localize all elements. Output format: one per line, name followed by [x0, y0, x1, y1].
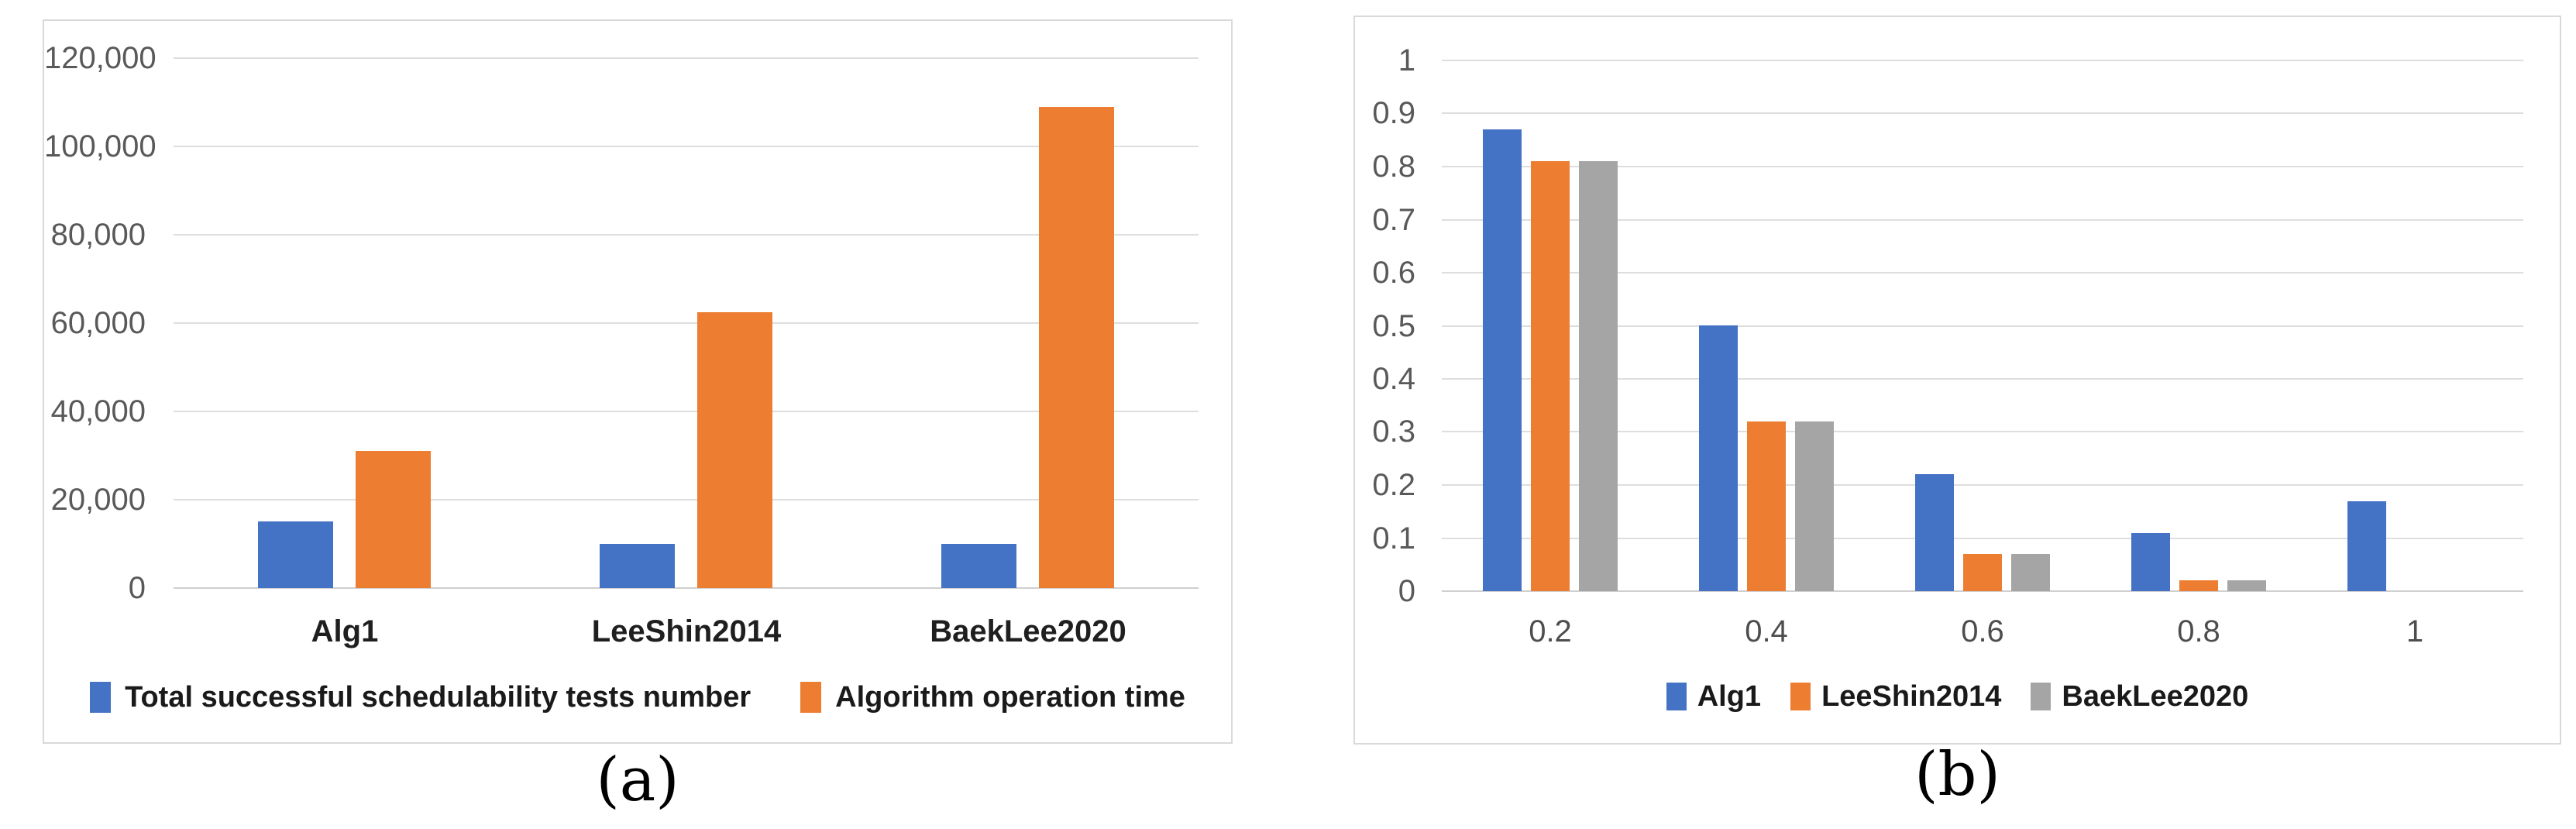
- gridline: [1442, 272, 2523, 273]
- bar: [2227, 580, 2266, 591]
- bar: [1699, 325, 1738, 591]
- x-category-label: Alg1: [311, 614, 379, 648]
- y-tick-label: 0.1: [1372, 521, 1415, 556]
- y-tick-label: 80,000: [50, 218, 146, 252]
- legend-label: LeeShin2014: [1821, 680, 2002, 713]
- x-category-label: 0.4: [1745, 614, 1788, 648]
- legend-marker: [90, 682, 112, 713]
- gridline: [1442, 60, 2523, 61]
- legend-marker: [2031, 683, 2052, 710]
- bar: [1963, 554, 2002, 591]
- bar: [1483, 129, 1522, 591]
- gridline: [1442, 484, 2523, 486]
- x-category-label: LeeShin2014: [591, 614, 782, 648]
- panel-chart-a: Total successful schedulability tests nu…: [43, 19, 1233, 744]
- bar: [1039, 107, 1114, 588]
- chart-a-plot-area: [174, 57, 1199, 589]
- gridline: [174, 322, 1199, 324]
- gridline: [1442, 219, 2523, 221]
- legend-item: Algorithm operation time: [800, 679, 1185, 715]
- y-tick-label: 20,000: [50, 483, 146, 517]
- bar: [1747, 421, 1786, 591]
- x-category-label: 0.2: [1529, 614, 1572, 648]
- legend-label: Algorithm operation time: [835, 681, 1185, 714]
- legend-item: Alg1: [1666, 679, 1761, 714]
- y-tick-label: 0.8: [1372, 150, 1415, 184]
- y-tick-label: 0: [1398, 574, 1415, 608]
- y-tick-label: 60,000: [50, 306, 146, 340]
- x-category-label: 1: [2406, 614, 2424, 648]
- gridline: [1442, 378, 2523, 380]
- y-tick-label: 0.7: [1372, 203, 1415, 237]
- y-tick-label: 40,000: [50, 394, 146, 428]
- bar: [941, 544, 1016, 588]
- chart-b-plot-area: [1442, 60, 2523, 592]
- bar: [1915, 474, 1954, 591]
- chart-a-legend: Total successful schedulability tests nu…: [44, 676, 1231, 719]
- y-tick-label: 1: [1398, 43, 1415, 77]
- bar: [1795, 421, 1834, 591]
- y-tick-label: 0.3: [1372, 414, 1415, 449]
- legend-label: Total successful schedulability tests nu…: [125, 681, 751, 714]
- bar: [258, 521, 333, 588]
- legend-marker: [1666, 683, 1687, 710]
- y-tick-label: 100,000: [44, 129, 156, 163]
- legend-label: Alg1: [1697, 680, 1762, 713]
- gridline: [174, 57, 1199, 59]
- y-tick-label: 0: [128, 571, 146, 605]
- caption-b: (b): [1914, 740, 2000, 810]
- gridline: [1442, 166, 2523, 167]
- panel-chart-b: Alg1 LeeShin2014 BaekLee2020 0 0.1 0.2 0.3 0.4…: [1353, 15, 2561, 745]
- x-category-label: BaekLee2020: [930, 614, 1126, 648]
- gridline: [1442, 590, 2523, 592]
- bar: [697, 312, 772, 588]
- y-tick-label: 0.9: [1372, 96, 1415, 130]
- bar: [2011, 554, 2050, 591]
- gridline: [174, 411, 1199, 412]
- y-tick-label: 0.5: [1372, 309, 1415, 343]
- legend-label: BaekLee2020: [2062, 680, 2249, 713]
- gridline: [174, 587, 1199, 589]
- gridline: [1442, 538, 2523, 539]
- bar: [1531, 161, 1570, 591]
- bar: [1579, 161, 1618, 591]
- chart-b-legend: Alg1 LeeShin2014 BaekLee2020: [1355, 676, 2560, 717]
- bar: [2131, 533, 2170, 591]
- gridline: [1442, 431, 2523, 432]
- legend-item: LeeShin2014: [1790, 679, 2001, 714]
- caption-a: (a): [596, 745, 679, 815]
- bar: [600, 544, 675, 588]
- bar: [356, 451, 431, 588]
- legend-marker: [1790, 683, 1811, 710]
- y-tick-label: 0.2: [1372, 468, 1415, 502]
- bar: [2179, 580, 2218, 591]
- gridline: [174, 499, 1199, 500]
- x-category-label: 0.6: [1961, 614, 2004, 648]
- y-tick-label: 0.6: [1372, 256, 1415, 290]
- gridline: [1442, 112, 2523, 114]
- legend-item: Total successful schedulability tests nu…: [90, 679, 751, 715]
- gridline: [1442, 325, 2523, 327]
- gridline: [174, 146, 1199, 147]
- bar: [2347, 501, 2386, 591]
- y-tick-label: 0.4: [1372, 362, 1415, 396]
- x-category-label: 0.8: [2177, 614, 2220, 648]
- y-tick-label: 120,000: [44, 41, 156, 75]
- legend-marker: [800, 682, 822, 713]
- legend-item: BaekLee2020: [2031, 679, 2248, 714]
- gridline: [174, 234, 1199, 236]
